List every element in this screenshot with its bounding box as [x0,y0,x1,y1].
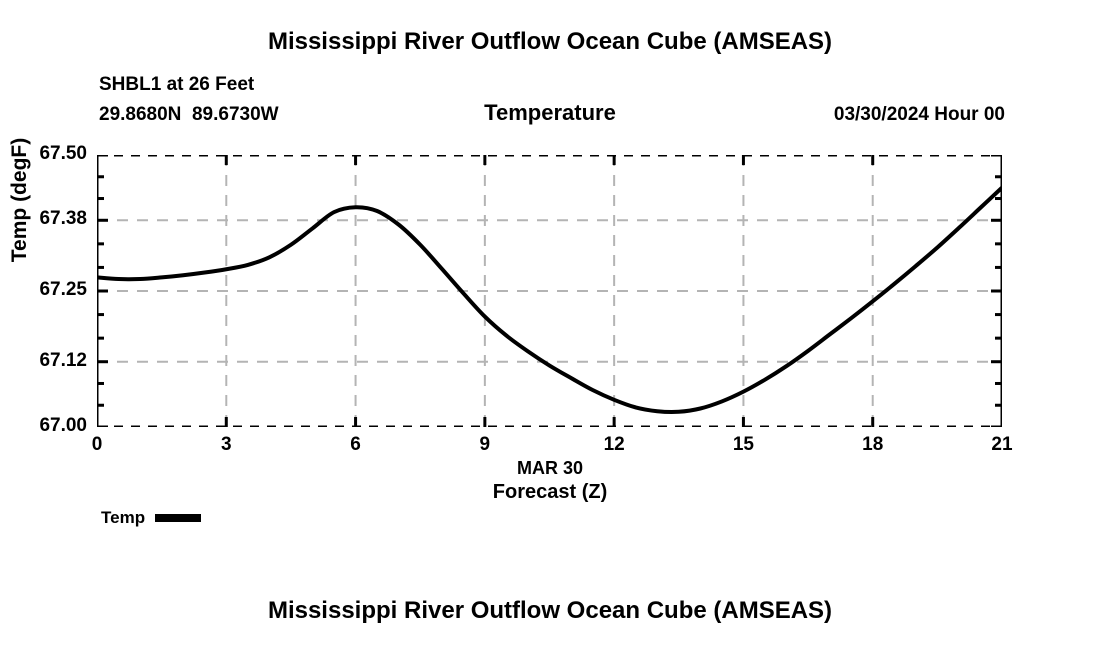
x-tick-label: 3 [220,434,232,455]
page-title-top: Mississippi River Outflow Ocean Cube (AM… [267,28,833,55]
x-tick-label: 18 [862,434,884,455]
model-run-label: 03/30/2024 Hour 00 [833,104,1005,125]
y-tick-label: 67.50 [39,143,87,164]
x-axis-date-label: MAR 30 [516,458,583,478]
x-tick-label: 21 [991,434,1013,455]
y-tick-label: 67.25 [39,279,87,300]
station-coordinates-label: 29.8680N 89.6730W [99,104,279,125]
x-axis-title: Forecast (Z) [492,481,608,503]
variable-title: Temperature [484,100,616,125]
y-tick-label: 67.12 [39,349,87,371]
x-tick-label: 0 [91,434,103,455]
station-depth-label: SHBL1 at 26 Feet [99,74,255,95]
legend: Temp [101,508,202,528]
x-tick-label: 12 [603,434,625,455]
legend-swatch-temp [155,514,202,522]
series-line-temp [97,185,1002,414]
x-tick-label: 6 [350,434,361,455]
tick-marks [97,155,1002,427]
x-tick-label: 15 [732,434,754,455]
plot-area [97,155,1002,427]
y-tick-label: 67.00 [39,415,87,436]
x-tick-label: 9 [479,434,491,455]
temperature-line-chart [97,155,1002,427]
gridlines [97,155,1002,427]
y-tick-label: 67.38 [39,208,87,230]
page-title-bottom: Mississippi River Outflow Ocean Cube (AM… [267,597,833,624]
legend-label-temp: Temp [101,508,146,527]
